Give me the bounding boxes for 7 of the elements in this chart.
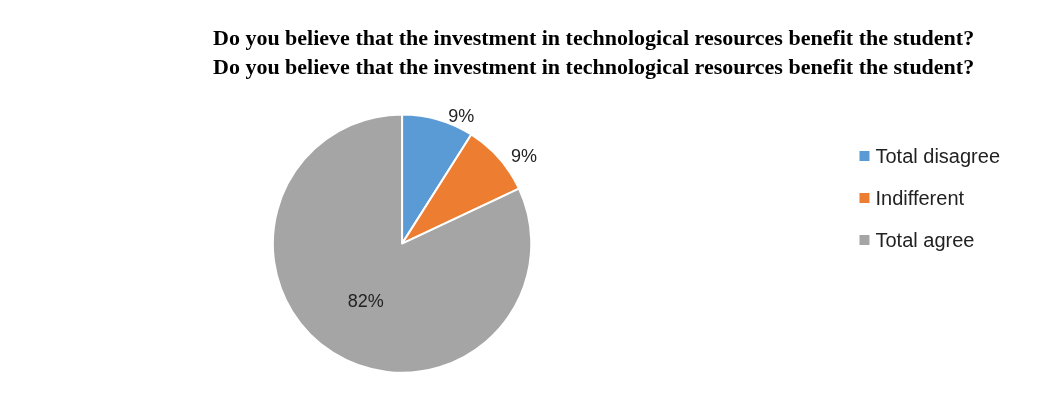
legend-label: Indifferent [875,187,965,209]
legend-label: Total agree [875,229,975,251]
chart-title: Do you believe that the investment in technological resources benefit the student? Do you believe that the investment in technological resources benefit the student? [213,25,980,79]
legend-label: Total disagree [875,145,1001,167]
data-label: 9% [510,145,537,166]
data-label: 9% [448,105,475,126]
data-label: 82% [347,290,384,311]
